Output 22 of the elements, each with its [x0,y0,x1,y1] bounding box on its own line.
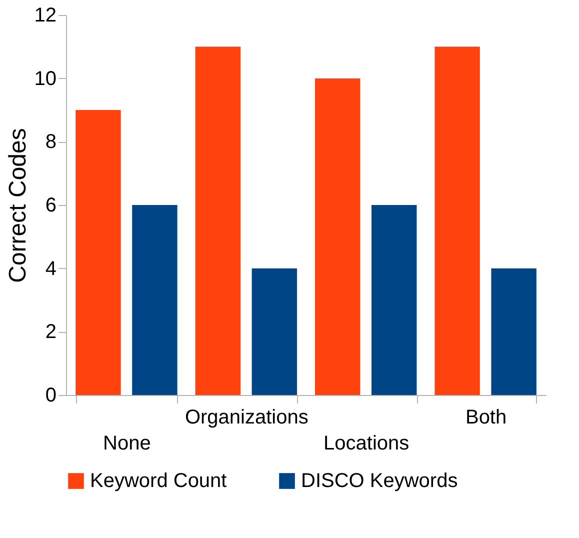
y-axis-title: Correct Codes [4,128,32,283]
y-tick-label: 2 [45,321,56,344]
y-tick-label: 8 [45,131,56,154]
legend-label: Keyword Count [90,470,228,492]
x-tick-label: Locations [324,432,410,454]
y-tick-label: 0 [45,384,56,406]
bar [195,46,240,395]
y-tick-label: 10 [34,68,56,90]
legend-label: DISCO Keywords [301,470,458,492]
bar [132,205,178,395]
bar [491,268,536,395]
bar [314,78,360,395]
x-tick-label: Organizations [184,406,308,428]
y-tick-label: 6 [45,194,56,216]
bar [76,110,121,395]
bar [252,268,298,395]
y-tick-label: 4 [45,258,56,280]
y-tick-label: 12 [34,4,56,26]
bar [434,46,480,395]
bar [372,205,417,395]
x-tick-label: None [103,432,151,454]
x-tick-label: Both [465,406,507,428]
